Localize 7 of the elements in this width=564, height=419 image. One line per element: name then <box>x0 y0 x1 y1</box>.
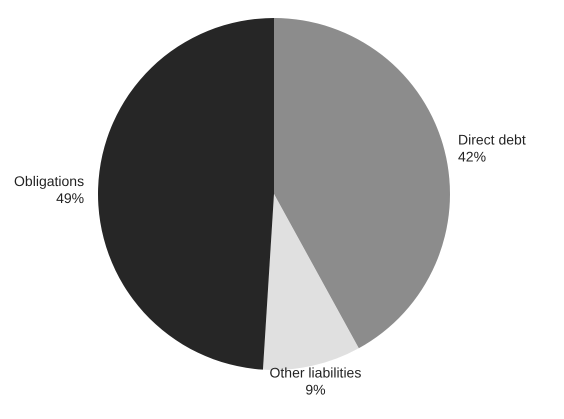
data-label: 9% <box>305 381 326 398</box>
data-label: 49% <box>56 190 84 206</box>
slice-label: Other liabilities <box>270 364 362 380</box>
slice-label: Direct debt <box>458 132 526 148</box>
data-label: 42% <box>458 148 486 165</box>
slice-label: Obligations <box>14 173 84 190</box>
pie-slice <box>274 18 450 348</box>
